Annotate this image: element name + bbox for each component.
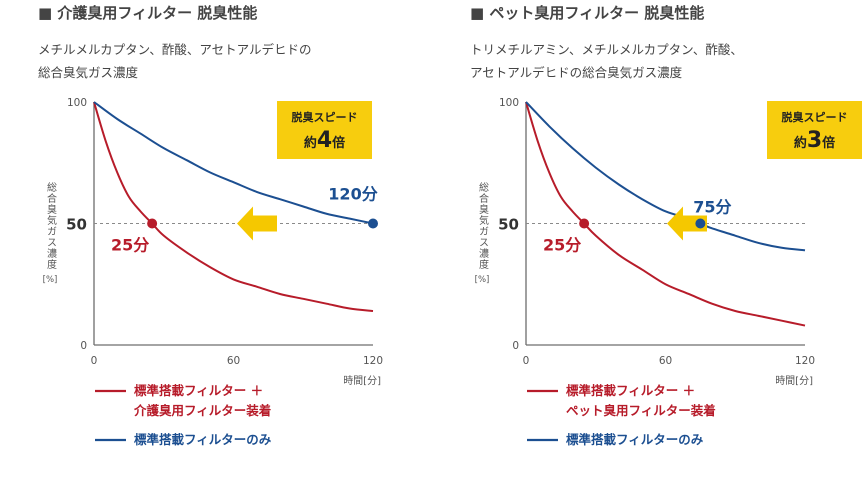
legend-item: 標準搭載フィルターのみ: [95, 432, 272, 447]
legend-item: 標準搭載フィルターのみ: [527, 432, 704, 447]
subtitle-line: メチルメルカプタン、酢酸、アセトアルデヒドの: [38, 42, 312, 57]
panel-subtitle: トリメチルアミン、メチルメルカプタン、酢酸、 アセトアルデヒドの総合臭気ガス濃度: [470, 38, 743, 84]
speed-badge-bg: [277, 101, 372, 159]
x-tick-label: 120: [795, 355, 815, 367]
x-tick-label: 0: [523, 355, 530, 367]
yellow-left-arrow-icon: [667, 206, 707, 241]
y-axis-label: 総合臭気ガス濃度: [45, 181, 57, 270]
legend-label: 標準搭載フィルター ＋: [134, 383, 263, 398]
subtitle-line: トリメチルアミン、メチルメルカプタン、酢酸、: [470, 42, 743, 57]
speed-badge-line1: 脱臭スピード: [292, 110, 358, 124]
series-line-with-special-filter: [93, 101, 374, 312]
legend-label: 標準搭載フィルターのみ: [134, 432, 272, 447]
speed-badge-number: 3: [807, 128, 822, 153]
speed-badge-line2: 約3倍: [794, 128, 835, 153]
y-tick-label: 0: [80, 340, 87, 352]
legend-label: ペット臭用フィルター装着: [566, 403, 716, 418]
legend-label: 標準搭載フィルターのみ: [566, 432, 704, 447]
speed-badge-suffix: 倍: [332, 135, 345, 151]
marker-label-standard-only: 75分: [693, 198, 731, 217]
speed-badge-line2: 約4倍: [304, 128, 345, 153]
x-axis-label: 時間[分]: [343, 375, 381, 387]
yellow-left-arrow-icon: [237, 206, 277, 241]
x-tick-label: 0: [91, 355, 98, 367]
speed-badge-line1: 脱臭スピード: [782, 110, 848, 124]
x-tick-label: 120: [363, 355, 383, 367]
y-tick-label: 50: [66, 216, 87, 234]
marker-label-standard-only: 120分: [328, 185, 377, 204]
marker-point-standard-only: [695, 218, 706, 229]
x-axis-label: 時間[分]: [775, 375, 813, 387]
speed-badge-prefix: 約: [304, 135, 317, 151]
y-tick-label: 0: [512, 340, 519, 352]
panel-title: ■ 介護臭用フィルター 脱臭性能: [38, 4, 258, 22]
y-axis-unit: [%]: [475, 275, 490, 285]
marker-point-with-special-filter: [579, 218, 590, 229]
speed-badge-suffix: 倍: [822, 135, 835, 151]
panel-pet-filter: ■ ペット臭用フィルター 脱臭性能 トリメチルアミン、メチルメルカプタン、酢酸、…: [432, 0, 864, 479]
y-tick-label: 50: [498, 216, 519, 234]
y-tick-label: 100: [67, 97, 87, 109]
series-line-standard-only: [525, 101, 806, 252]
subtitle-line: アセトアルデヒドの総合臭気ガス濃度: [470, 65, 683, 80]
y-axis-label: 総合臭気ガス濃度: [477, 181, 489, 270]
speed-badge-bg: [767, 101, 862, 159]
legend-label: 標準搭載フィルター ＋: [566, 383, 695, 398]
legend-label: 介護臭用フィルター装着: [133, 403, 271, 418]
marker-label-with-special-filter: 25分: [543, 236, 581, 255]
x-tick-label: 60: [659, 355, 672, 367]
y-axis-unit: [%]: [43, 275, 58, 285]
legend-item: 標準搭載フィルター ＋ ペット臭用フィルター装着: [527, 383, 716, 418]
y-tick-label: 100: [499, 97, 519, 109]
speed-badge-number: 4: [317, 128, 332, 153]
speed-badge-prefix: 約: [794, 135, 807, 151]
subtitle-line: 総合臭気ガス濃度: [38, 65, 139, 80]
series-line-with-special-filter: [525, 101, 806, 327]
panel-title: ■ ペット臭用フィルター 脱臭性能: [470, 4, 705, 22]
legend-item: 標準搭載フィルター ＋ 介護臭用フィルター装着: [95, 383, 271, 418]
panel-subtitle: メチルメルカプタン、酢酸、アセトアルデヒドの 総合臭気ガス濃度: [38, 38, 312, 84]
marker-point-standard-only: [368, 218, 378, 229]
x-tick-label: 60: [227, 355, 240, 367]
marker-point-with-special-filter: [147, 218, 158, 229]
marker-label-with-special-filter: 25分: [111, 236, 149, 255]
series-line-standard-only: [93, 101, 374, 225]
panel-care-filter: ■ 介護臭用フィルター 脱臭性能 メチルメルカプタン、酢酸、アセトアルデヒドの …: [38, 4, 383, 447]
